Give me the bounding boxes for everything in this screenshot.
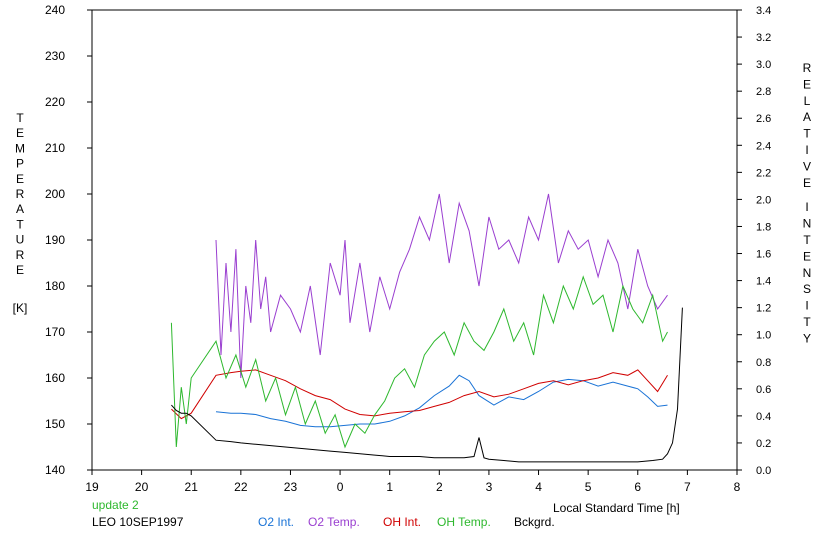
- y-left-tick-label: 170: [45, 325, 65, 339]
- series-line: [171, 307, 683, 463]
- y-left-label-letter: P: [16, 157, 24, 171]
- y-right-label-letter: A: [803, 110, 811, 124]
- y-left-label-letter: U: [16, 233, 25, 247]
- y-left-label-letter: E: [16, 126, 24, 140]
- series-o2-int: [215, 374, 668, 428]
- y-right-label-letter: N: [803, 217, 812, 231]
- series-line: [171, 369, 668, 420]
- x-tick-label: 22: [234, 480, 248, 494]
- y-right-tick-label: 0.4: [756, 411, 771, 423]
- x-tick-label: 20: [135, 480, 149, 494]
- y-right-tick-label: 1.6: [756, 249, 771, 261]
- y-right-label-letter: T: [803, 233, 811, 247]
- series-bckgrd: [171, 307, 683, 463]
- legend-entry: O2 Temp.: [308, 515, 360, 529]
- y-right-label-letter: S: [803, 282, 811, 296]
- y-left-label-letter: T: [16, 111, 24, 125]
- y-right-label-letter: E: [803, 249, 811, 263]
- y-right-tick-label: 0.8: [756, 357, 771, 369]
- y-left-tick-label: 140: [45, 463, 65, 477]
- x-tick-label: 5: [585, 480, 592, 494]
- y-left-tick-label: 240: [45, 3, 65, 17]
- y-right-tick-label: 2.0: [756, 194, 771, 206]
- x-tick-label: 23: [284, 480, 298, 494]
- y-right-tick-label: 2.8: [756, 86, 771, 98]
- y-right-tick-label: 2.2: [756, 167, 771, 179]
- y-right-label-letter: Y: [803, 331, 811, 345]
- x-tick-label: 3: [486, 480, 493, 494]
- y-right-label-letter: T: [803, 127, 811, 141]
- y-right-tick-label: 3.0: [756, 59, 771, 71]
- legend-entry: Bckgrd.: [514, 515, 555, 529]
- y-left-tick-label: 200: [45, 187, 65, 201]
- legend-entry: OH Int.: [383, 515, 421, 529]
- y-left-tick-label: 220: [45, 95, 65, 109]
- x-tick-label: 7: [684, 480, 691, 494]
- x-tick-label: 2: [436, 480, 443, 494]
- axis-layer: 19 20 21 22 23 0 1 2 3 4 5 6 7 8140150160170180190200…: [15, 3, 812, 494]
- y-right-label-letter: N: [803, 266, 812, 280]
- y-left-label-letter: M: [15, 141, 25, 155]
- x-axis-label: Local Standard Time [h]: [553, 501, 680, 515]
- legend-entry: O2 Int.: [258, 515, 294, 529]
- y-right-label-letter: I: [805, 200, 808, 214]
- y-left-label-letter: E: [16, 172, 24, 186]
- series-layer: [170, 193, 683, 463]
- series-line: [215, 193, 668, 379]
- x-tick-label: 0: [337, 480, 344, 494]
- y-right-tick-label: 1.8: [756, 221, 771, 233]
- y-right-tick-label: 3.4: [756, 5, 771, 17]
- left-axis-unit: [K]: [13, 301, 28, 315]
- y-right-label-letter: I: [805, 143, 808, 157]
- series-line: [170, 275, 668, 449]
- y-left-label-letter: E: [16, 263, 24, 277]
- y-left-tick-label: 180: [45, 279, 65, 293]
- y-right-tick-label: 0.6: [756, 384, 771, 396]
- y-right-label-letter: T: [803, 315, 811, 329]
- y-left-tick-label: 150: [45, 417, 65, 431]
- y-right-tick-label: 1.4: [756, 276, 771, 288]
- y-left-label-letter: R: [16, 248, 25, 262]
- y-left-tick-label: 230: [45, 49, 65, 63]
- y-left-tick-label: 210: [45, 141, 65, 155]
- y-right-label-letter: I: [805, 299, 808, 313]
- y-right-tick-label: 0.0: [756, 465, 771, 477]
- y-left-tick-label: 190: [45, 233, 65, 247]
- y-right-tick-label: 1.2: [756, 303, 771, 315]
- y-right-label-letter: E: [803, 176, 811, 190]
- x-tick-label: 1: [386, 480, 393, 494]
- series-o2-temp: [215, 193, 668, 379]
- x-tick-label: 8: [734, 480, 741, 494]
- x-tick-label: 4: [535, 480, 542, 494]
- x-tick-label: 6: [634, 480, 641, 494]
- y-right-tick-label: 1.0: [756, 330, 771, 342]
- series-line: [215, 374, 668, 428]
- y-left-label-letter: T: [16, 217, 24, 231]
- y-left-label-letter: R: [16, 187, 25, 201]
- y-left-tick-label: 160: [45, 371, 65, 385]
- x-tick-label: 19: [85, 480, 99, 494]
- y-right-tick-label: 2.6: [756, 113, 771, 125]
- y-right-label-letter: R: [803, 61, 812, 75]
- y-right-label-letter: E: [803, 77, 811, 91]
- legend-entry: OH Temp.: [437, 515, 491, 529]
- y-right-tick-label: 2.4: [756, 140, 771, 152]
- y-right-tick-label: 3.2: [756, 32, 771, 44]
- series-oh-int: [171, 369, 668, 420]
- y-right-label-letter: V: [803, 159, 811, 173]
- y-right-tick-label: 0.2: [756, 438, 771, 450]
- series-oh-temp: [170, 275, 668, 449]
- legend: O2 Int. O2 Temp. OH Int. OH Temp. Bckgrd.: [258, 515, 555, 529]
- y-right-label-letter: L: [804, 94, 811, 108]
- station-annotation: LEO 10SEP1997: [92, 515, 184, 529]
- x-tick-label: 21: [185, 480, 199, 494]
- y-left-label-letter: A: [16, 202, 24, 216]
- update-annotation: update 2: [92, 498, 139, 512]
